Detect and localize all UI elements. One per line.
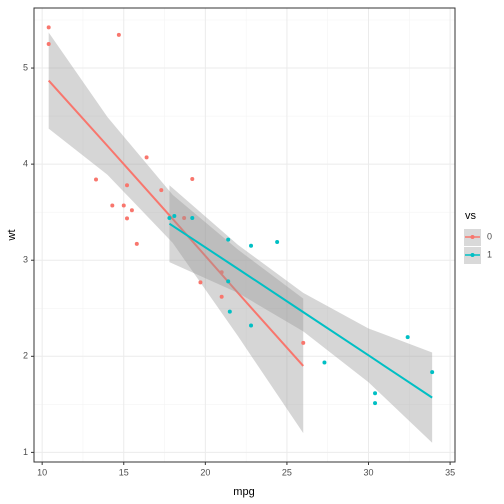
point <box>226 279 231 284</box>
x-tick-label: 15 <box>119 467 129 477</box>
legend-point <box>470 235 475 239</box>
point <box>134 241 139 246</box>
point <box>219 294 224 299</box>
point <box>144 155 149 160</box>
confidence-band <box>48 32 304 434</box>
point <box>226 237 231 242</box>
y-tick-label: 5 <box>23 62 28 72</box>
point <box>116 32 121 37</box>
point <box>198 280 203 285</box>
point <box>121 203 126 208</box>
point <box>322 360 327 365</box>
legend-label: 0 <box>487 231 492 241</box>
panel <box>34 8 455 462</box>
point <box>275 239 280 244</box>
point <box>125 183 130 188</box>
point <box>46 42 51 47</box>
point <box>46 25 51 30</box>
point <box>167 215 172 220</box>
point <box>94 177 99 182</box>
x-axis-label: mpg <box>233 486 254 498</box>
smooth-line <box>168 222 433 399</box>
point <box>172 214 177 219</box>
point <box>159 188 164 193</box>
panel-border <box>33 7 456 463</box>
x-tick-label: 30 <box>364 467 374 477</box>
point <box>405 335 410 340</box>
x-tick-label: 25 <box>282 467 292 477</box>
point <box>373 401 378 406</box>
x-tick-label: 35 <box>445 467 455 477</box>
point <box>110 203 115 208</box>
point <box>125 216 130 221</box>
y-tick-label: 2 <box>23 351 28 361</box>
y-tick-label: 1 <box>23 447 28 457</box>
y-axis-label: wt <box>6 230 18 242</box>
point <box>249 323 254 328</box>
legend-point <box>470 253 475 257</box>
point <box>373 391 378 396</box>
legend-label: 1 <box>487 249 492 259</box>
confidence-band <box>169 185 433 443</box>
y-tick-label: 4 <box>23 159 28 169</box>
point <box>227 309 232 314</box>
point <box>249 243 254 248</box>
legend-title: vs <box>465 210 477 222</box>
x-tick-label: 20 <box>200 467 210 477</box>
x-tick-label: 10 <box>37 467 47 477</box>
y-tick-label: 3 <box>23 255 28 265</box>
point <box>129 208 134 213</box>
point <box>430 370 435 375</box>
smooth-line <box>47 79 304 367</box>
point <box>190 215 195 220</box>
point <box>301 340 306 345</box>
point <box>190 177 195 182</box>
point <box>182 215 187 220</box>
